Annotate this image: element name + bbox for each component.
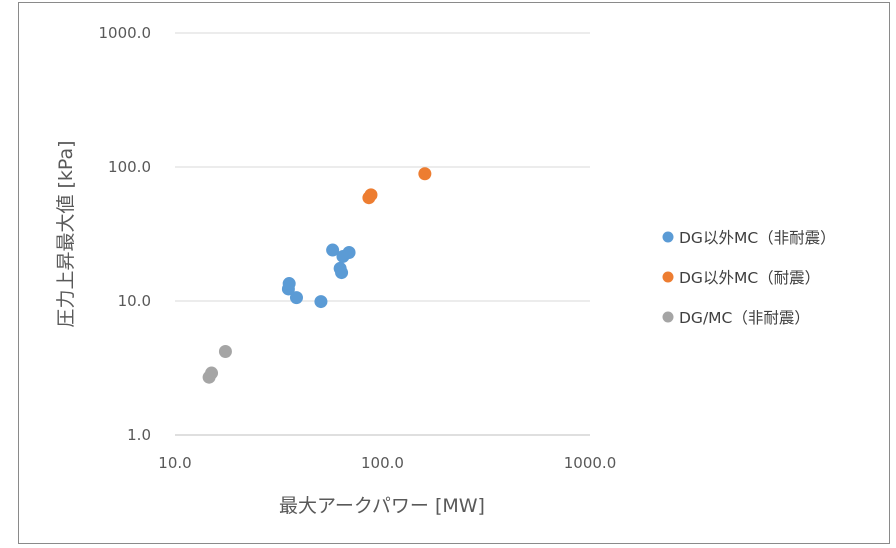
- data-point-series-2: [364, 188, 378, 202]
- x-tick-label: 1000.0: [564, 454, 617, 472]
- data-point-series-3: [205, 366, 219, 380]
- legend-marker: [662, 311, 674, 323]
- chart-frame: [18, 2, 890, 544]
- y-tick-label: 1.0: [127, 426, 151, 444]
- y-tick-label: 10.0: [118, 292, 151, 310]
- data-point-series-1: [326, 243, 340, 257]
- data-point-series-1: [314, 295, 328, 309]
- y-tick-labels: 1.0 10.0 100.0 1000.0: [99, 24, 152, 444]
- legend-marker: [662, 271, 674, 283]
- y-axis-title: 圧力上昇最大値 [kPa]: [55, 140, 77, 327]
- data-point-series-2: [418, 167, 432, 181]
- y-tick-label: 1000.0: [99, 24, 152, 42]
- data-point-series-1: [282, 277, 296, 291]
- data-point-series-1: [342, 246, 356, 260]
- x-tick-label: 100.0: [361, 454, 404, 472]
- legend-label: DG以外MC（非耐震）: [679, 229, 836, 247]
- data-point-series-1: [335, 266, 349, 280]
- legend-marker: [662, 231, 674, 243]
- gridlines: [175, 32, 590, 436]
- data-point-series-1: [289, 291, 303, 305]
- x-axis-title: 最大アークパワー [MW]: [279, 495, 485, 517]
- x-tick-label: 10.0: [158, 454, 191, 472]
- data-point-series-3: [218, 344, 232, 358]
- legend-label: DG/MC（非耐震）: [679, 309, 810, 327]
- x-tick-labels: 10.0 100.0 1000.0: [158, 454, 616, 472]
- data-points: [202, 167, 432, 384]
- legend-label: DG以外MC（耐震）: [679, 269, 820, 287]
- y-tick-label: 100.0: [108, 158, 151, 176]
- legend: DG以外MC（非耐震） DG以外MC（耐震） DG/MC（非耐震）: [662, 229, 836, 327]
